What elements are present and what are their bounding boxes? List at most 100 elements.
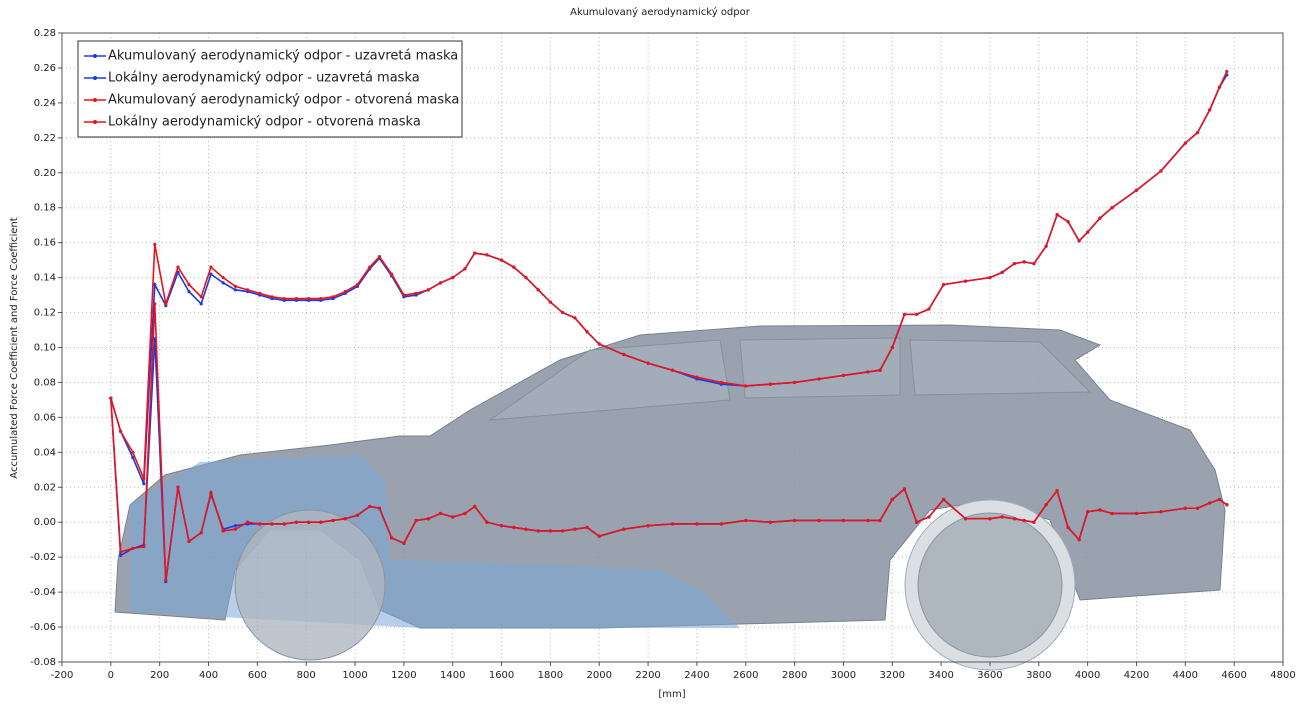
y-tick-label: 0.22: [34, 133, 56, 144]
data-point: [245, 288, 250, 292]
data-point: [187, 283, 191, 287]
x-tick-label: 2800: [782, 670, 807, 681]
data-point: [963, 279, 968, 283]
data-point: [1217, 85, 1222, 89]
data-point: [670, 368, 675, 372]
data-point: [988, 517, 992, 521]
data-point: [1000, 515, 1004, 519]
data-point: [451, 515, 455, 519]
x-tick-label: 3400: [928, 670, 953, 681]
data-point: [622, 352, 626, 357]
y-tick-label: 0.06: [34, 412, 56, 423]
data-point: [793, 518, 797, 523]
data-point: [131, 455, 135, 460]
data-point: [597, 342, 601, 346]
x-tick-label: 2000: [587, 670, 612, 681]
data-point: [585, 525, 589, 530]
data-point: [438, 511, 443, 516]
x-tick-label: 3600: [977, 670, 1002, 681]
data-point: [390, 272, 394, 276]
data-point: [744, 384, 748, 388]
data-point: [1044, 503, 1048, 507]
data-point: [866, 518, 870, 523]
data-point: [270, 295, 274, 299]
x-tick-label: 200: [150, 670, 169, 681]
data-point: [131, 546, 135, 551]
data-point: [142, 476, 146, 481]
data-point: [719, 522, 723, 526]
data-point: [941, 497, 946, 502]
data-point: [597, 534, 601, 538]
y-tick-label: 0.24: [34, 98, 56, 109]
data-point: [1086, 510, 1090, 514]
x-tick-label: 1200: [391, 670, 416, 681]
data-point: [270, 522, 274, 526]
car-window: [488, 339, 731, 421]
y-tick-label: 0.14: [34, 273, 56, 284]
data-point: [585, 330, 589, 334]
data-point: [512, 525, 516, 530]
data-point: [233, 288, 237, 292]
data-point: [1217, 497, 1222, 502]
data-point: [199, 531, 203, 535]
data-point: [1032, 262, 1036, 266]
data-point: [1225, 503, 1229, 507]
data-point: [963, 517, 968, 521]
y-tick-label: -0.04: [30, 587, 56, 598]
data-point: [1183, 141, 1187, 145]
data-point: [119, 550, 123, 554]
data-point: [1225, 69, 1229, 74]
x-tick-label: 800: [297, 670, 316, 681]
data-point: [1022, 518, 1026, 523]
data-point: [426, 517, 430, 521]
data-point: [331, 518, 335, 523]
data-point: [512, 265, 516, 269]
data-point: [1012, 262, 1016, 266]
data-point: [377, 506, 382, 510]
data-point: [343, 517, 347, 521]
data-point: [153, 283, 157, 287]
data-point: [119, 553, 123, 558]
data-point: [941, 283, 946, 287]
legend-box: [77, 40, 463, 138]
data-point: [368, 265, 372, 269]
data-point: [1183, 506, 1187, 510]
data-point: [153, 242, 157, 247]
data-point: [282, 522, 286, 526]
y-tick-label: 0.20: [34, 168, 56, 179]
data-point: [793, 380, 797, 385]
data-point: [890, 497, 894, 502]
x-tick-label: 600: [248, 670, 267, 681]
data-point: [536, 288, 540, 292]
x-tick-label: 400: [199, 670, 218, 681]
data-point: [1134, 511, 1139, 516]
x-tick-label: 3800: [1026, 670, 1051, 681]
data-point: [153, 302, 157, 306]
data-point: [695, 375, 699, 379]
x-axis-label: [mm]: [658, 689, 685, 700]
data-point: [536, 529, 540, 533]
data-point: [1000, 270, 1004, 274]
data-point: [209, 272, 213, 276]
y-tick-label: 0.00: [34, 517, 56, 528]
data-point: [131, 450, 135, 454]
data-point: [438, 281, 443, 285]
legend-marker: [93, 54, 97, 58]
data-point: [902, 487, 907, 491]
legend-marker: [93, 120, 97, 124]
data-point: [573, 527, 577, 531]
data-point: [402, 293, 406, 297]
y-tick-label: 0.08: [34, 377, 56, 388]
data-point: [109, 396, 113, 400]
y-tick-label: -0.06: [30, 622, 56, 633]
data-point: [282, 296, 286, 301]
data-point: [1077, 239, 1081, 243]
legend-label: Lokálny aerodynamický odpor - uzavretá m…: [108, 71, 420, 86]
data-point: [1044, 244, 1048, 248]
data-point: [548, 300, 553, 304]
data-point: [695, 522, 699, 526]
y-tick-label: 0.10: [34, 343, 56, 354]
data-point: [258, 291, 262, 295]
data-point: [915, 520, 919, 524]
data-point: [307, 520, 311, 524]
